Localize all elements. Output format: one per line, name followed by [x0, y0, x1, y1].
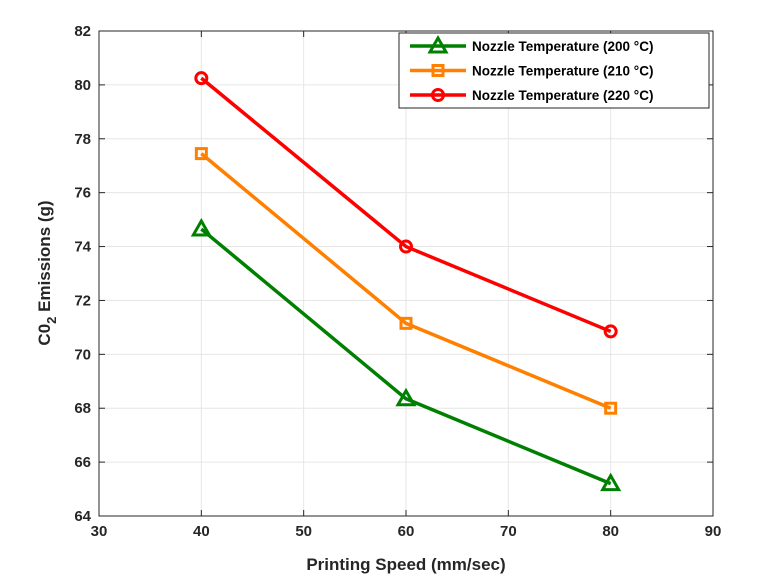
data-point-marker	[399, 239, 413, 254]
data-point-marker	[194, 147, 208, 161]
y-axis-label: C02 Emissions (g)	[35, 200, 59, 345]
x-tick-label: 40	[193, 523, 210, 540]
axes-box	[98, 30, 714, 517]
legend-label: Nozzle Temperature (210 °C)	[472, 64, 653, 79]
x-tick-label: 90	[705, 523, 722, 540]
series-line	[200, 76, 612, 334]
axes: 30 40 50 60 70 80 90 64 66 68 70 72 74 76 78 80 82	[74, 23, 721, 540]
y-tick-label: 82	[74, 23, 91, 40]
data-point-marker	[600, 472, 622, 492]
data-point-marker	[604, 401, 618, 415]
data-point-marker	[395, 387, 417, 407]
x-tick-label: 30	[91, 523, 108, 540]
series-0	[190, 218, 622, 492]
y-tick-label: 78	[74, 131, 91, 148]
y-axis-label-subscript: 2	[44, 317, 59, 324]
x-tick-label: 60	[398, 523, 415, 540]
series-1	[194, 147, 618, 415]
legend: Nozzle Temperature (200 °C) Nozzle Temper…	[398, 32, 710, 109]
y-tick-label: 68	[74, 400, 91, 417]
y-tick-label: 70	[74, 346, 91, 363]
x-axis-label: Printing Speed (mm/sec)	[306, 555, 505, 574]
y-tick-label: 64	[74, 508, 91, 525]
legend-marker	[431, 64, 445, 77]
series-2	[194, 71, 618, 339]
data-point-marker	[190, 218, 212, 237]
legend-marker	[427, 34, 449, 54]
legend-item: Nozzle Temperature (200 °C)	[410, 34, 653, 54]
y-tick-label: 80	[74, 77, 91, 94]
x-tick-label: 70	[500, 523, 517, 540]
data-point-marker	[399, 316, 413, 330]
series-line	[200, 227, 612, 486]
data-point-marker	[194, 71, 209, 86]
legend-item: Nozzle Temperature (220 °C)	[410, 88, 653, 103]
y-tick-label: 74	[74, 239, 91, 256]
y-tick-label: 76	[74, 185, 91, 202]
legend-label: Nozzle Temperature (200 °C)	[472, 39, 653, 54]
x-tick-label: 80	[602, 523, 619, 540]
legend-item: Nozzle Temperature (210 °C)	[410, 64, 653, 79]
y-tick-label: 72	[74, 292, 91, 309]
x-tick-label: 50	[295, 523, 312, 540]
y-tick-label: 66	[74, 454, 91, 471]
legend-label: Nozzle Temperature (220 °C)	[472, 88, 653, 103]
series-line	[200, 152, 612, 410]
legend-marker	[431, 88, 445, 102]
series-group	[190, 71, 622, 492]
data-point-marker	[603, 324, 618, 339]
